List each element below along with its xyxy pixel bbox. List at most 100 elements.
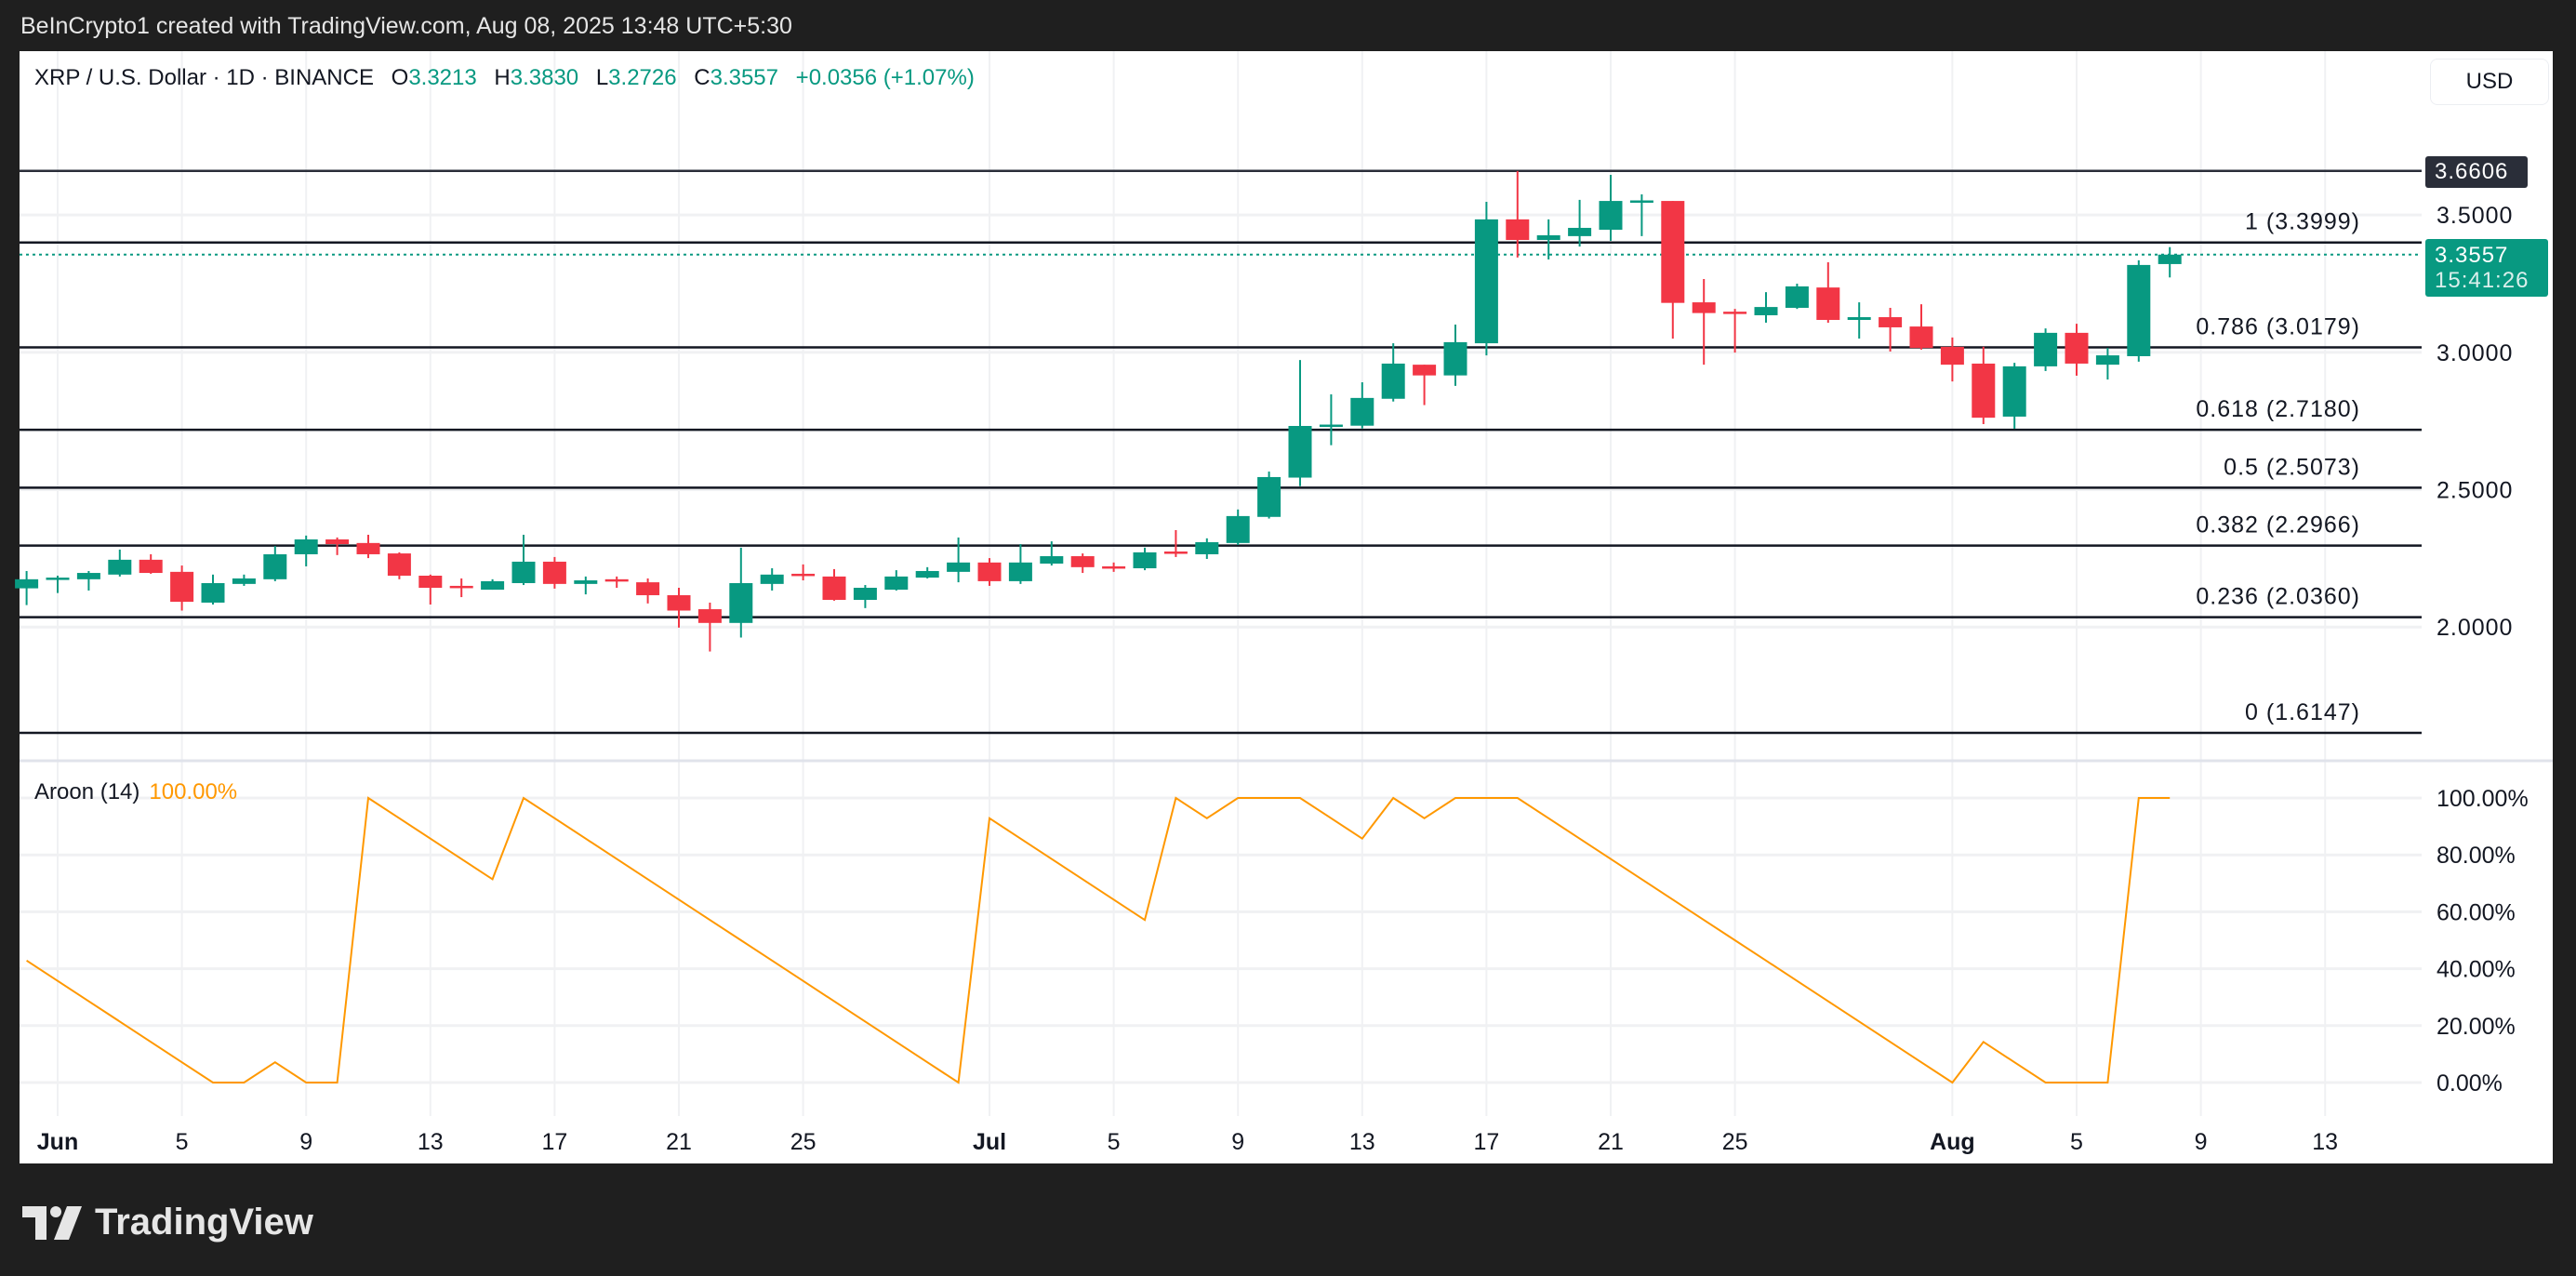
- logo-text: TradingView: [95, 1202, 313, 1243]
- candle-up: [294, 539, 318, 554]
- date-axis-label: 9: [2195, 1129, 2208, 1155]
- aroon-axis-label: 60.00%: [2437, 899, 2516, 925]
- price-axis-label: 2.0000: [2437, 615, 2513, 641]
- candle-up: [853, 587, 877, 600]
- aroon-axis-label: 0.00%: [2437, 1070, 2503, 1097]
- aroon-axis-label: 100.00%: [2437, 786, 2529, 812]
- attribution-bar: BeInCrypto1 created with TradingView.com…: [0, 0, 2576, 51]
- date-axis-label: 25: [1722, 1129, 1748, 1155]
- candle-down: [325, 539, 350, 545]
- candle-down: [1909, 326, 1933, 349]
- candle-up: [2095, 355, 2119, 366]
- date-axis-label: 9: [299, 1129, 312, 1155]
- candle-down: [2065, 332, 2089, 364]
- price-axis-label: 3.5000: [2437, 203, 2513, 229]
- candle-up: [1319, 424, 1343, 428]
- date-axis-label: 13: [2312, 1129, 2338, 1155]
- candle-down: [1723, 312, 1747, 314]
- candle-down: [604, 578, 629, 582]
- low-label: L: [595, 65, 609, 90]
- date-axis-label: 5: [176, 1129, 189, 1155]
- close-label: C: [694, 65, 710, 90]
- candle-down: [1661, 201, 1685, 303]
- candle-down: [356, 542, 380, 554]
- candle-down: [1506, 219, 1530, 241]
- high-value: 3.3830: [510, 65, 579, 90]
- attribution-text: BeInCrypto1 created with TradingView.com…: [20, 13, 792, 39]
- aroon-axis-label: 80.00%: [2437, 843, 2516, 869]
- candle-down: [1070, 556, 1095, 567]
- candle-up: [201, 582, 225, 603]
- candle-down: [977, 562, 1002, 581]
- candle-down: [822, 576, 846, 600]
- candle-down: [542, 561, 566, 584]
- candle-up: [915, 570, 939, 578]
- change-value: +0.0356 (+1.07%): [795, 65, 975, 90]
- open-value: 3.3213: [408, 65, 477, 90]
- close-value: 3.3557: [710, 65, 778, 90]
- candle-up: [760, 574, 784, 584]
- candle-down: [697, 609, 722, 623]
- candle-up: [1195, 541, 1219, 554]
- date-axis-label: 21: [1598, 1129, 1624, 1155]
- high-label: H: [494, 65, 511, 90]
- fib-level-label: 0.786 (3.0179): [2196, 314, 2360, 340]
- aroon-legend[interactable]: Aroon (14) 100.00%: [34, 779, 237, 805]
- candle-up: [574, 580, 598, 584]
- symbol-title[interactable]: XRP / U.S. Dollar · 1D · BINANCE: [34, 65, 374, 90]
- candle-up: [1474, 219, 1498, 344]
- candle-up: [884, 576, 909, 591]
- date-axis-label: 13: [418, 1129, 444, 1155]
- candle-up: [1599, 201, 1623, 231]
- candle-down: [1879, 317, 1903, 327]
- symbol-legend: XRP / U.S. Dollar · 1D · BINANCE O3.3213…: [34, 65, 975, 91]
- date-axis-label: 9: [1231, 1129, 1244, 1155]
- candle-up: [1847, 317, 1871, 320]
- low-value: 3.2726: [608, 65, 677, 90]
- candle-up: [1754, 307, 1778, 315]
- chart-panel[interactable]: [20, 51, 2553, 1163]
- price-axis-label: 2.5000: [2437, 478, 2513, 504]
- candle-down: [1163, 552, 1188, 554]
- candle-down: [667, 594, 691, 611]
- date-axis-label: 17: [1473, 1129, 1499, 1155]
- candle-down: [1972, 363, 1996, 419]
- date-axis-label: Jul: [973, 1129, 1006, 1155]
- candle-up: [2002, 366, 2026, 417]
- current-price-badge: 3.3557 15:41:26: [2425, 239, 2548, 297]
- aroon-value: 100.00%: [149, 779, 238, 804]
- candle-up: [1443, 341, 1467, 376]
- candle-up: [1008, 562, 1032, 581]
- candle-up: [2158, 254, 2182, 264]
- current-price: 3.3557: [2435, 243, 2509, 268]
- candle-up: [232, 578, 256, 584]
- candle-up: [1568, 228, 1592, 236]
- candle-down: [139, 559, 163, 574]
- candle-up: [76, 573, 100, 579]
- fib-level-label: 0.382 (2.2966): [2196, 512, 2360, 538]
- date-axis-label: Aug: [1930, 1129, 1975, 1155]
- candle-up: [1785, 286, 1809, 308]
- candle-up: [729, 582, 753, 623]
- candle-up: [481, 580, 505, 591]
- candle-up: [1257, 476, 1281, 517]
- candle-up: [1629, 200, 1653, 203]
- date-axis-label: 17: [541, 1129, 567, 1155]
- candle-down: [1102, 565, 1126, 569]
- date-axis-label: 25: [790, 1129, 817, 1155]
- date-axis-label: 21: [666, 1129, 692, 1155]
- high-line-price-badge: 3.6606: [2425, 156, 2528, 188]
- date-axis-label: 5: [2070, 1129, 2083, 1155]
- price-axis-label: 3.0000: [2437, 340, 2513, 366]
- candle-up: [1133, 552, 1157, 569]
- currency-button[interactable]: USD: [2430, 59, 2549, 105]
- candle-up: [2127, 264, 2151, 356]
- tradingview-logo: TradingView: [22, 1202, 313, 1243]
- open-label: O: [391, 65, 409, 90]
- candle-up: [947, 562, 971, 572]
- candle-down: [1413, 365, 1437, 376]
- fib-level-label: 1 (3.3999): [2245, 209, 2360, 235]
- fib-level-label: 0 (1.6147): [2245, 699, 2360, 725]
- date-axis-label: Jun: [37, 1129, 78, 1155]
